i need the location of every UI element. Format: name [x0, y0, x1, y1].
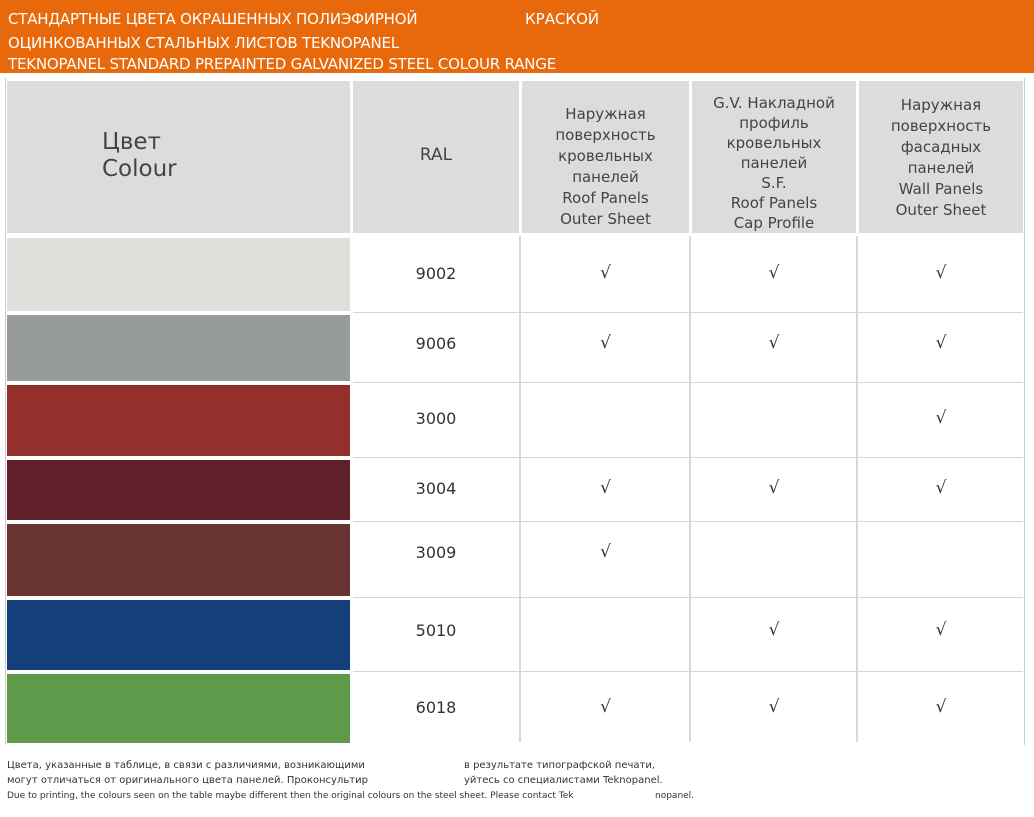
header-line: панелей — [740, 154, 808, 172]
colour-swatch — [7, 385, 350, 456]
footnote-en: Due to printing, the colours seen on the… — [7, 791, 574, 801]
footnote-ru-line2: могут отличаться от оригинального цвета … — [7, 775, 368, 786]
column-header-colour-ru: Цвет — [102, 129, 161, 155]
header-line: Наружная — [900, 96, 982, 114]
header-line: Outer Sheet — [895, 201, 987, 219]
column-header-wall-outer: Наружная поверхность фасадных панелей Wa… — [859, 95, 1023, 221]
colour-swatch — [7, 674, 350, 743]
colour-swatch — [7, 460, 350, 520]
column-divider — [856, 236, 858, 742]
row-divider — [353, 597, 1023, 598]
header-cell-wall-outer — [859, 81, 1023, 233]
banner-title-en: TEKNOPANEL STANDARD PREPAINTED GALVANIZE… — [8, 55, 556, 73]
banner-title-ru-line1-extra: КРАСКОЙ — [525, 10, 600, 28]
header-line: фасадных — [900, 138, 982, 156]
title-banner: СТАНДАРТНЫЕ ЦВЕТА ОКРАШЕННЫХ ПОЛИЭФИРНОЙ… — [0, 0, 1034, 73]
check-roof-outer: √ — [600, 333, 611, 353]
ral-code: 3009 — [415, 543, 457, 562]
check-roof-outer: √ — [600, 697, 611, 717]
check-wall-outer: √ — [935, 697, 947, 717]
header-line: S.F. — [761, 174, 787, 192]
header-cell-ral — [353, 81, 519, 233]
header-line: панелей — [572, 168, 639, 186]
ral-code: 6018 — [415, 698, 457, 717]
header-line: поверхность — [555, 126, 656, 144]
header-line: Cap Profile — [733, 214, 815, 232]
banner-title-ru-line2: ОЦИНКОВАННЫХ СТАЛЬНЫХ ЛИСТОВ TEKNOPANEL — [8, 34, 399, 52]
table-border-left — [5, 78, 6, 745]
footnote-ru-line1-cont: в результате типографской печати, — [464, 760, 656, 771]
column-header-cap-profile: G.V. Накладной профиль кровельных панеле… — [692, 93, 856, 233]
column-header-colour: Цвет Colour — [102, 129, 177, 183]
row-divider — [353, 312, 1023, 313]
column-divider — [519, 236, 521, 742]
column-header-roof-outer: Наружная поверхность кровельных панелей … — [522, 104, 689, 230]
check-cap-profile: √ — [768, 263, 780, 283]
header-line: Outer Sheet — [560, 210, 651, 228]
footnote-en-cont: nopanel. — [655, 791, 695, 801]
check-cap-profile: √ — [768, 620, 780, 640]
table-border-right — [1024, 78, 1025, 745]
check-wall-outer: √ — [935, 408, 947, 428]
header-line: кровельных — [726, 134, 822, 152]
header-line: Roof Panels — [562, 189, 649, 207]
column-header-ral: RAL — [419, 145, 453, 165]
check-wall-outer: √ — [935, 620, 947, 640]
header-line: профиль — [739, 114, 809, 132]
header-line: панелей — [907, 159, 975, 177]
check-roof-outer: √ — [600, 478, 611, 498]
header-line: Wall Panels — [898, 180, 984, 198]
column-header-colour-en: Colour — [102, 156, 177, 182]
row-divider — [353, 521, 1023, 522]
check-cap-profile: √ — [768, 333, 780, 353]
check-cap-profile: √ — [768, 697, 780, 717]
ral-code: 3004 — [415, 479, 457, 498]
header-line: Наружная — [565, 105, 646, 123]
colour-swatch — [7, 600, 350, 670]
header-line: поверхность — [890, 117, 992, 135]
row-divider — [353, 457, 1023, 458]
check-wall-outer: √ — [935, 478, 947, 498]
header-cell-colour — [7, 81, 350, 233]
header-line: G.V. Накладной — [713, 94, 835, 112]
check-roof-outer: √ — [600, 263, 611, 283]
row-divider — [353, 671, 1023, 672]
check-cap-profile: √ — [768, 478, 780, 498]
footnote-ru-line2-cont: уйтесь со специалистами Teknopanel. — [464, 775, 663, 786]
check-roof-outer: √ — [600, 542, 611, 562]
header-cell-cap-profile — [692, 81, 856, 233]
banner-title-ru-line1: СТАНДАРТНЫЕ ЦВЕТА ОКРАШЕННЫХ ПОЛИЭФИРНОЙ — [8, 10, 418, 28]
check-wall-outer: √ — [935, 333, 947, 353]
header-line: кровельных — [558, 147, 653, 165]
row-divider — [353, 382, 1023, 383]
header-line: Roof Panels — [730, 194, 818, 212]
check-wall-outer: √ — [935, 263, 947, 283]
ral-code: 9006 — [415, 334, 457, 353]
ral-code: 5010 — [415, 621, 457, 640]
ral-code: 9002 — [415, 264, 457, 283]
colour-swatch — [7, 524, 350, 596]
colour-swatch — [7, 238, 350, 311]
colour-swatch — [7, 315, 350, 381]
header-cell-roof-outer — [522, 81, 689, 233]
footnote-ru-line1: Цвета, указанные в таблице, в связи с ра… — [7, 760, 365, 771]
ral-code: 3000 — [415, 409, 457, 428]
column-divider — [689, 236, 691, 742]
